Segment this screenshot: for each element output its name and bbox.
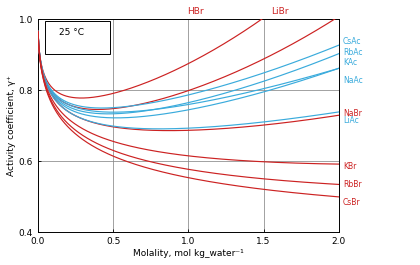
Bar	[45, 21, 110, 54]
Text: NaAc: NaAc	[343, 76, 362, 85]
Y-axis label: Activity coefficient, γ⁺: Activity coefficient, γ⁺	[7, 75, 16, 176]
Text: KBr: KBr	[343, 162, 356, 171]
Text: CsAc: CsAc	[343, 37, 361, 46]
X-axis label: Molality, mol kg_water⁻¹: Molality, mol kg_water⁻¹	[133, 249, 244, 258]
Text: KAc: KAc	[343, 58, 357, 67]
Text: CsBr: CsBr	[343, 198, 360, 207]
Text: 25 °C: 25 °C	[59, 28, 84, 37]
Text: NaBr: NaBr	[343, 109, 362, 118]
Text: LiAc: LiAc	[343, 116, 359, 125]
Text: LiBr: LiBr	[271, 7, 289, 16]
Text: RbAc: RbAc	[343, 48, 362, 57]
Text: RbBr: RbBr	[343, 180, 362, 189]
Text: HBr: HBr	[188, 7, 204, 16]
